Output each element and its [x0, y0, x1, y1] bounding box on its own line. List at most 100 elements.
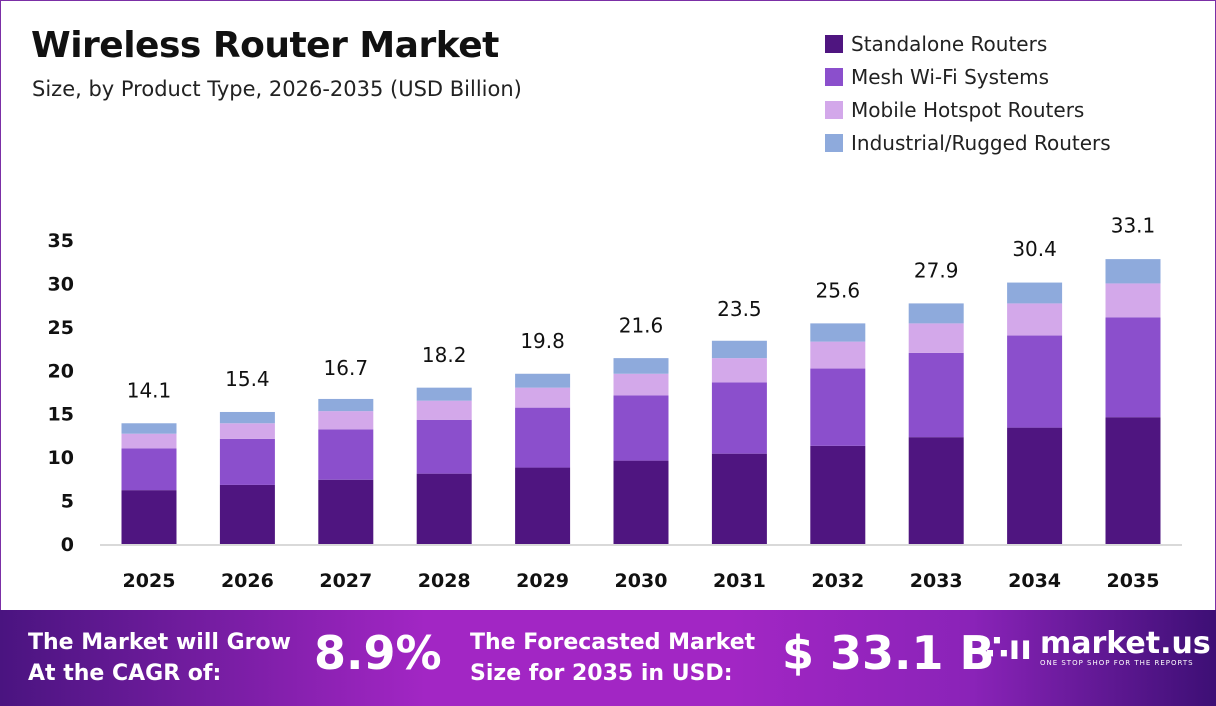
data-label-total: 19.8 [520, 329, 565, 353]
bar-segment-standalone-routers [219, 484, 275, 544]
bar-segment-industrial-rugged-routers [711, 340, 767, 359]
data-label-total: 15.4 [225, 367, 270, 391]
bar-segment-mobile-hotspot-routers [416, 400, 472, 420]
bar-segment-mobile-hotspot-routers [613, 373, 669, 396]
bar-segment-mobile-hotspot-routers [219, 423, 275, 439]
bar-segment-mobile-hotspot-routers [515, 387, 571, 408]
legend-item-industrial: Industrial/Rugged Routers [825, 126, 1111, 159]
cagr-label-line: At the CAGR of: [28, 661, 222, 686]
x-tick-label: 2032 [811, 570, 864, 592]
data-label-total: 27.9 [914, 259, 959, 283]
y-tick-label: 25 [48, 317, 74, 339]
bar-segment-mobile-hotspot-routers [810, 341, 866, 369]
forecast-label: The Forecasted Market Size for 2035 in U… [470, 627, 755, 689]
x-tick-label: 2027 [319, 570, 372, 592]
cagr-label: The Market will Grow At the CAGR of: [28, 627, 291, 689]
x-tick-label: 2026 [221, 570, 274, 592]
x-tick-label: 2030 [615, 570, 668, 592]
footer-banner: The Market will Grow At the CAGR of: 8.9… [0, 610, 1216, 706]
bar-segment-mesh-wi-fi-systems [121, 448, 177, 491]
bar-segment-industrial-rugged-routers [318, 398, 374, 412]
legend-item-standalone: Standalone Routers [825, 27, 1111, 60]
bar-segment-mesh-wi-fi-systems [515, 407, 571, 468]
data-label-total: 25.6 [816, 279, 861, 303]
bar-segment-mesh-wi-fi-systems [1007, 335, 1063, 428]
bar-segment-mobile-hotspot-routers [1007, 303, 1063, 336]
legend-swatch [825, 34, 843, 53]
y-tick-label: 20 [48, 360, 74, 382]
bar-segment-mobile-hotspot-routers [121, 433, 177, 449]
bar-segment-industrial-rugged-routers [1007, 282, 1063, 304]
bar-segment-standalone-routers [711, 453, 767, 544]
legend-label: Mesh Wi-Fi Systems [851, 64, 1050, 89]
bar-segment-mesh-wi-fi-systems [1105, 317, 1161, 418]
bar-segment-standalone-routers [613, 460, 669, 544]
x-tick-label: 2029 [516, 570, 569, 592]
bar-segment-standalone-routers [810, 445, 866, 544]
bar-segment-mobile-hotspot-routers [908, 323, 964, 353]
bar-segment-industrial-rugged-routers [613, 358, 669, 374]
bar-segment-mesh-wi-fi-systems [219, 438, 275, 485]
bar-segment-standalone-routers [318, 479, 374, 544]
forecast-value: $ 33.1 B [782, 626, 995, 680]
y-tick-label: 15 [48, 404, 74, 426]
forecast-label-line: The Forecasted Market [470, 630, 756, 655]
bar-segment-mesh-wi-fi-systems [711, 382, 767, 454]
bar-segment-mobile-hotspot-routers [318, 411, 374, 430]
y-tick-label: 0 [61, 534, 74, 556]
bar-segment-standalone-routers [515, 467, 571, 544]
logo-mark-icon: ∴ıı [985, 628, 1032, 668]
bar-segment-industrial-rugged-routers [515, 373, 571, 388]
chart-subtitle: Size, by Product Type, 2026-2035 (USD Bi… [32, 77, 522, 101]
bar-segment-industrial-rugged-routers [810, 323, 866, 342]
data-label-total: 14.1 [127, 379, 172, 403]
y-tick-label: 10 [48, 447, 74, 469]
legend-swatch [825, 100, 843, 119]
x-tick-label: 2031 [713, 570, 766, 592]
bar-segment-standalone-routers [908, 437, 964, 544]
data-label-total: 21.6 [619, 313, 664, 337]
x-tick-label: 2025 [123, 570, 176, 592]
bar-segment-industrial-rugged-routers [121, 423, 177, 434]
x-tick-label: 2033 [910, 570, 963, 592]
legend-swatch [825, 67, 843, 86]
y-tick-label: 35 [48, 230, 74, 252]
bar-segment-mesh-wi-fi-systems [318, 429, 374, 480]
logo-tagline: ONE STOP SHOP FOR THE REPORTS [1039, 659, 1194, 667]
data-label-total: 30.4 [1012, 237, 1057, 261]
legend: Standalone Routers Mesh Wi-Fi Systems Mo… [825, 27, 1111, 159]
x-tick-label: 2028 [418, 570, 471, 592]
bar-segment-industrial-rugged-routers [908, 303, 964, 324]
bar-segment-mesh-wi-fi-systems [908, 352, 964, 438]
x-tick-label: 2035 [1107, 570, 1160, 592]
bar-segment-mesh-wi-fi-systems [613, 395, 669, 461]
cagr-value: 8.9% [314, 626, 442, 680]
market-us-logo: ∴ıı market.us ONE STOP SHOP FOR THE REPO… [985, 628, 1211, 668]
y-tick-label: 5 [61, 491, 74, 513]
bar-segment-standalone-routers [1007, 427, 1063, 544]
legend-item-mobile-hotspot: Mobile Hotspot Routers [825, 93, 1111, 126]
data-label-total: 16.7 [324, 356, 369, 380]
legend-label: Standalone Routers [851, 31, 1048, 56]
bar-segment-mobile-hotspot-routers [1105, 283, 1161, 318]
cagr-label-line: The Market will Grow [28, 630, 291, 655]
legend-item-mesh: Mesh Wi-Fi Systems [825, 60, 1111, 93]
y-tick-label: 30 [48, 273, 74, 295]
bar-segment-standalone-routers [121, 490, 177, 544]
bar-segment-mobile-hotspot-routers [711, 358, 767, 383]
forecast-label-line: Size for 2035 in USD: [470, 661, 733, 686]
bar-segment-mesh-wi-fi-systems [416, 419, 472, 474]
legend-label: Mobile Hotspot Routers [851, 97, 1085, 122]
bar-segment-standalone-routers [416, 473, 472, 544]
bar-segment-industrial-rugged-routers [1105, 259, 1161, 284]
legend-swatch [825, 133, 843, 152]
chart-title: Wireless Router Market [31, 25, 499, 66]
legend-label: Industrial/Rugged Routers [851, 130, 1111, 155]
stacked-bar-chart: 0510152025303514.1202515.4202616.7202718… [48, 214, 1182, 592]
bar-segment-mesh-wi-fi-systems [810, 368, 866, 446]
x-tick-label: 2034 [1008, 570, 1061, 592]
logo-name: market.us [1039, 626, 1211, 661]
data-label-total: 18.2 [422, 343, 467, 367]
bar-segment-standalone-routers [1105, 417, 1161, 544]
data-label-total: 23.5 [717, 297, 762, 321]
